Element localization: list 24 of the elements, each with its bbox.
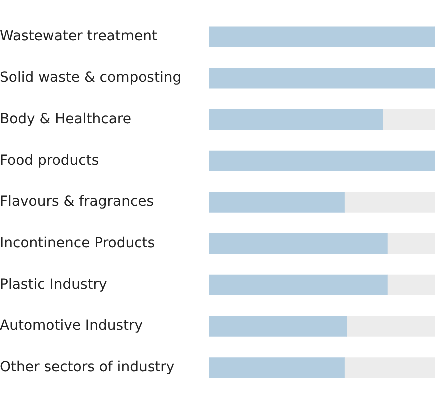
bar [209,26,435,48]
y-tick-label: Food products [0,152,100,169]
bar [387,274,435,296]
y-tick-label: Automotive Industry [0,318,144,334]
y-tick-label: Plastic Industry [0,276,108,293]
bar [344,358,435,378]
bar [346,316,435,337]
bar [209,109,384,130]
bar [382,109,435,130]
bar [209,234,388,254]
y-tick-label: Wastewater treatment [0,28,158,45]
y-tick-label: Flavours & fragrances [0,194,154,210]
y-tick-label: Incontinence Products [0,235,156,252]
bar [209,68,435,89]
y-tick-label: Body & Healthcare [0,111,132,128]
bar [209,358,345,378]
y-tick-label: Solid waste & composting [0,70,182,86]
bar [387,234,435,254]
bar [209,150,435,172]
bar [209,192,345,213]
y-tick-label: Other sectors of industry [0,360,175,376]
bar [209,316,348,337]
bar [209,274,388,296]
bar [344,192,435,213]
